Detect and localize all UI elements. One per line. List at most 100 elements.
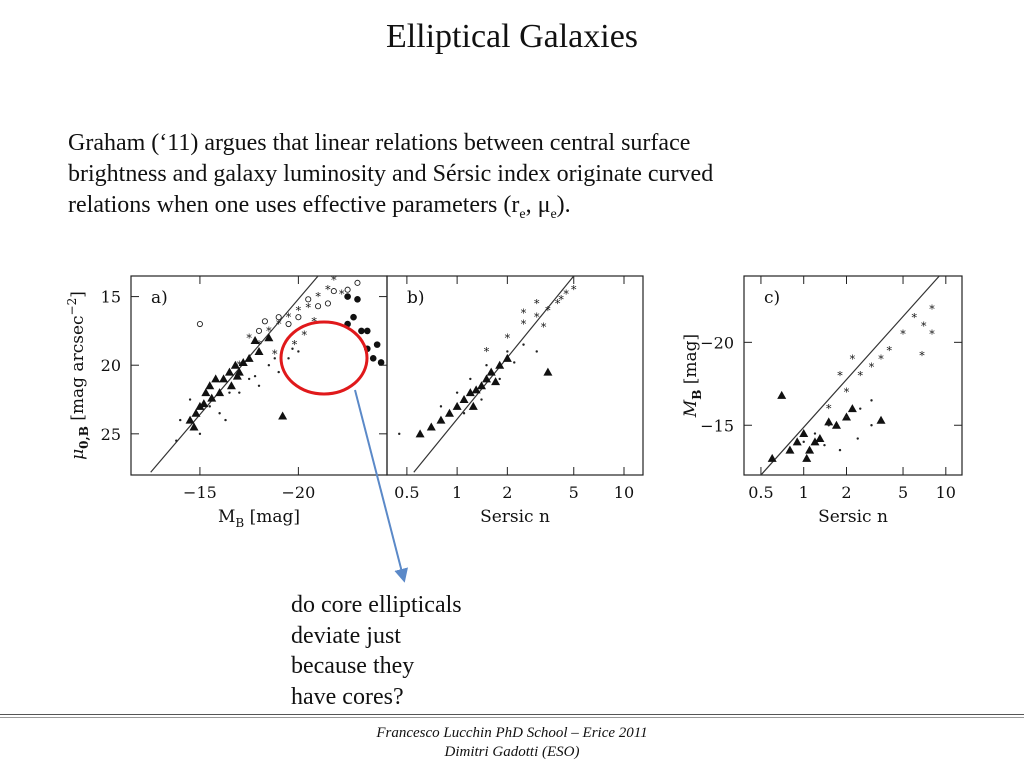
data-point-triangle bbox=[815, 434, 825, 443]
data-point-star: * bbox=[325, 284, 331, 297]
data-point-star: * bbox=[521, 318, 527, 331]
body-line-3-mid: , μ bbox=[525, 192, 551, 218]
data-point-star: * bbox=[534, 311, 540, 324]
data-point-dot bbox=[287, 357, 290, 360]
y-axis-label-subscript: B bbox=[690, 390, 704, 400]
data-point-filled-circle bbox=[358, 327, 365, 335]
core-ellipticals-highlight-circle bbox=[279, 320, 369, 396]
y-axis-label-close: ] bbox=[68, 291, 88, 298]
data-point-dot bbox=[870, 424, 873, 427]
data-point-triangle bbox=[232, 371, 242, 380]
body-line-3-end: ). bbox=[556, 192, 571, 218]
callout-line-2: deviate just bbox=[291, 622, 401, 649]
data-point-star: * bbox=[339, 288, 345, 301]
data-point-dot bbox=[513, 361, 516, 364]
data-point-star: * bbox=[286, 311, 292, 324]
data-point-dot bbox=[297, 350, 300, 353]
x-axis-label-unit: [mag] bbox=[244, 507, 300, 527]
callout-line-1: do core ellipticals bbox=[291, 592, 462, 618]
data-point-star: * bbox=[826, 403, 832, 416]
data-point-star: * bbox=[844, 386, 850, 399]
data-point-star: * bbox=[521, 307, 527, 320]
x-tick-label: 10 bbox=[614, 483, 634, 502]
footer-divider-secondary bbox=[0, 717, 1024, 718]
data-point-dot bbox=[439, 405, 443, 408]
x-tick-label: −15 bbox=[183, 483, 217, 502]
data-point-triangle bbox=[847, 404, 857, 413]
plot-area: ************ bbox=[398, 276, 577, 473]
data-point-open-circle bbox=[295, 314, 302, 321]
data-point-star: * bbox=[296, 304, 302, 317]
data-point-dot bbox=[179, 418, 182, 422]
data-point-triangle bbox=[205, 381, 215, 390]
data-point-triangle bbox=[189, 422, 199, 431]
data-point-triangle bbox=[482, 374, 492, 383]
data-point-triangle bbox=[226, 381, 236, 390]
data-point-triangle bbox=[502, 353, 512, 362]
data-point-dot bbox=[823, 443, 826, 447]
plot-area: ************ ** bbox=[760, 276, 940, 475]
data-point-filled-circle bbox=[373, 341, 381, 348]
x-tick-label: 1 bbox=[799, 483, 809, 502]
callout-line-4: have cores? bbox=[291, 683, 404, 710]
data-point-star: * bbox=[534, 297, 540, 310]
data-point-dot bbox=[273, 357, 276, 360]
data-point-star: * bbox=[900, 328, 906, 341]
data-point-dot bbox=[247, 377, 251, 381]
data-point-star: * bbox=[331, 274, 337, 287]
data-point-dot bbox=[845, 415, 848, 419]
data-point-star: * bbox=[256, 339, 262, 352]
data-point-triangle bbox=[219, 374, 229, 383]
data-point-triangle bbox=[543, 367, 553, 376]
x-tick-label: 2 bbox=[841, 483, 851, 502]
data-point-star: * bbox=[305, 302, 311, 315]
data-point-triangle bbox=[230, 360, 240, 369]
data-point-open-circle bbox=[324, 300, 331, 307]
data-point-triangle bbox=[876, 415, 886, 424]
data-point-star: * bbox=[246, 332, 252, 345]
data-point-triangle bbox=[831, 420, 841, 429]
data-point-triangle bbox=[805, 445, 815, 454]
x-axis-label: MB [mag] bbox=[218, 507, 300, 530]
data-point-dot bbox=[498, 377, 501, 381]
data-point-open-circle bbox=[255, 327, 263, 334]
data-point-triangle bbox=[426, 422, 436, 431]
y-axis-label: MB [mag] bbox=[681, 334, 704, 418]
data-point-star: * bbox=[276, 318, 282, 331]
data-point-star: * bbox=[545, 304, 551, 317]
y-axis-label-unit: [mag arcsec bbox=[68, 315, 88, 426]
x-tick-label: 2 bbox=[502, 483, 512, 502]
plot-frame bbox=[743, 275, 963, 476]
fit-line bbox=[760, 276, 940, 475]
callout-line-3: because they bbox=[291, 653, 415, 679]
data-point-triangle bbox=[465, 388, 475, 397]
data-point-triangle bbox=[792, 437, 802, 446]
data-point-open-circle bbox=[285, 320, 292, 328]
data-point-filled-circle bbox=[350, 313, 357, 321]
slide-title: Elliptical Galaxies bbox=[385, 18, 639, 55]
footer: Francesco Lucchin PhD School – Erice 201… bbox=[0, 724, 1024, 762]
data-point-dot bbox=[856, 437, 859, 440]
data-point-star: * bbox=[571, 284, 577, 297]
data-point-triangle bbox=[224, 367, 234, 376]
data-point-triangle bbox=[444, 408, 454, 417]
data-point-dot bbox=[522, 343, 525, 346]
x-tick-label: −20 bbox=[282, 483, 316, 502]
fit-line bbox=[150, 276, 319, 473]
data-point-star: * bbox=[558, 293, 564, 306]
data-point-triangle bbox=[799, 429, 809, 438]
data-point-triangle bbox=[486, 367, 496, 376]
data-point-triangle bbox=[468, 401, 478, 410]
data-point-open-circle bbox=[354, 279, 361, 286]
data-point-dot bbox=[291, 347, 294, 350]
x-tick-label: 0.5 bbox=[394, 483, 419, 502]
body-subscript-re: e bbox=[519, 206, 526, 222]
data-point-star: * bbox=[555, 297, 561, 310]
y-tick-label: −20 bbox=[700, 333, 734, 352]
footer-line-2: Dimitri Gadotti (ESO) bbox=[444, 744, 580, 760]
data-point-dot bbox=[802, 440, 805, 444]
body-line-3-prefix: relations when one uses effective parame… bbox=[68, 192, 520, 218]
data-point-open-circle bbox=[275, 314, 282, 321]
data-point-triangle bbox=[195, 401, 205, 410]
